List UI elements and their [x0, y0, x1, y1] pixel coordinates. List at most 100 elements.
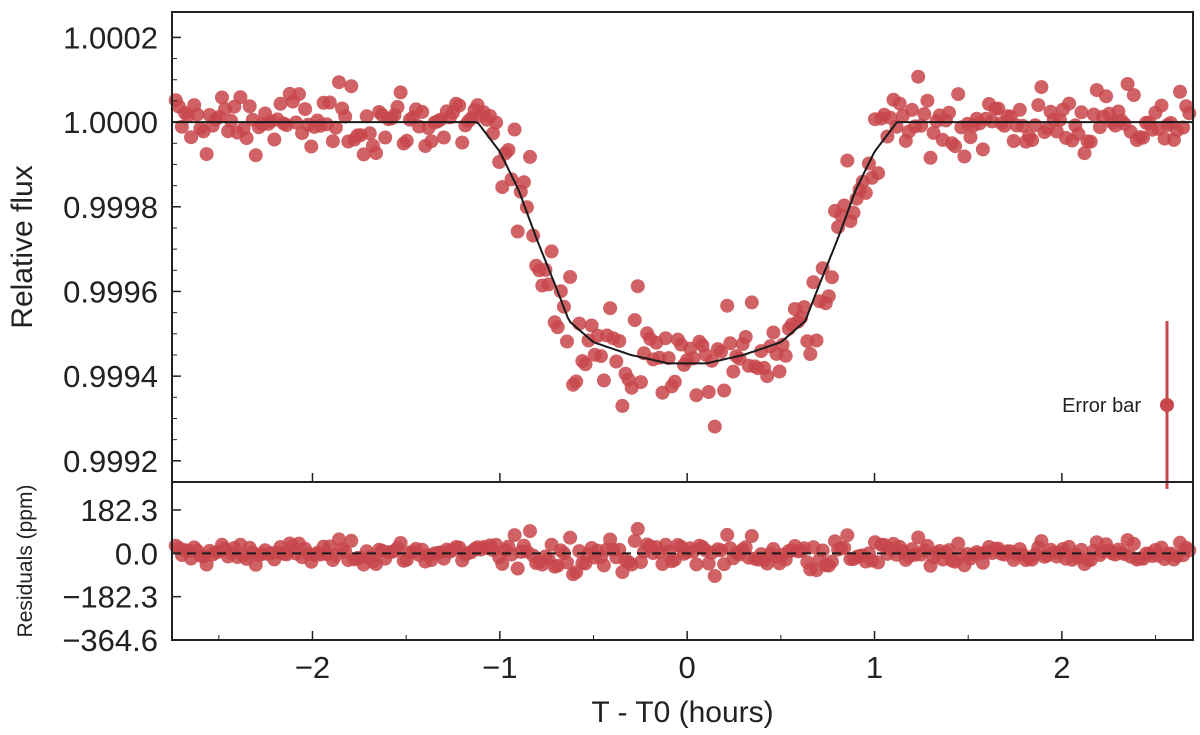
flux-point: [569, 374, 584, 389]
flux-point: [1031, 98, 1046, 113]
flux-point: [951, 87, 966, 102]
flux-point: [701, 385, 716, 399]
residual-point: [707, 569, 722, 583]
flux-point: [689, 388, 704, 403]
flux-point: [436, 130, 451, 145]
flux-point: [707, 419, 722, 434]
flux-point: [871, 166, 886, 181]
flux-tick-label: 0.9994: [63, 359, 158, 394]
flux-point: [399, 133, 414, 148]
residual-point: [1182, 543, 1197, 558]
flux-tick-label: 1.0000: [63, 105, 158, 140]
flux-point: [393, 85, 408, 100]
flux-point: [304, 139, 319, 154]
flux-point: [738, 330, 753, 344]
flux-point: [975, 142, 990, 157]
flux-point: [942, 105, 956, 120]
flux-point: [424, 134, 439, 149]
flux-point: [332, 75, 346, 90]
flux-point: [797, 300, 812, 315]
legend: Error bar: [1062, 321, 1174, 489]
residual-point: [911, 530, 926, 545]
flux-point: [1074, 105, 1089, 120]
residual-point: [495, 556, 510, 571]
residual-point: [837, 540, 852, 555]
flux-point: [1173, 84, 1187, 99]
flux-point: [267, 132, 282, 147]
residual-point: [951, 536, 966, 551]
residual-point: [630, 521, 645, 536]
flux-point: [1062, 96, 1077, 111]
flux-point: [846, 205, 861, 220]
flux-point: [917, 107, 932, 121]
residual-point: [615, 565, 630, 580]
flux-point: [596, 373, 611, 388]
flux-point: [572, 316, 587, 331]
flux-point: [840, 153, 855, 168]
x-tick-label: 0: [679, 650, 696, 685]
flux-point: [892, 96, 907, 111]
residual-tick-label: 0.0: [115, 536, 158, 571]
flux-point: [963, 130, 978, 145]
residual-point: [815, 543, 830, 558]
flux-point: [1083, 134, 1098, 149]
flux-point: [1006, 134, 1021, 148]
flux-point: [544, 244, 559, 259]
x-tick-label: −2: [295, 650, 330, 685]
flux-point: [273, 96, 288, 111]
flux-point: [325, 134, 340, 149]
flux-point: [815, 261, 830, 276]
residual-point: [596, 558, 611, 573]
flux-point: [495, 180, 510, 195]
flux-tick-label: 0.9998: [63, 190, 158, 225]
residual-tick-label: 182.3: [80, 493, 158, 528]
flux-point: [233, 90, 248, 105]
flux-point: [338, 109, 353, 124]
flux-point: [292, 87, 306, 102]
flux-tick-label: 0.9992: [63, 444, 158, 479]
flux-point: [633, 375, 648, 390]
residual-point: [563, 530, 578, 545]
residuals-frame: [171, 481, 1194, 641]
flux-point: [553, 284, 568, 299]
residual-point: [689, 557, 704, 572]
flux-point: [911, 69, 926, 84]
flux-point: [920, 93, 935, 108]
flux-point: [889, 119, 904, 134]
flux-point: [190, 107, 205, 122]
flux-point: [778, 348, 793, 363]
flux-point: [356, 147, 371, 162]
flux-point: [609, 354, 624, 369]
flux-point: [298, 102, 313, 117]
flux-point: [723, 336, 738, 351]
flux-point: [720, 298, 735, 313]
flux-point: [766, 325, 781, 340]
flux-point: [199, 147, 214, 162]
legend-marker: [1160, 398, 1174, 412]
flux-point: [452, 98, 467, 113]
time-axis-label: T - T0 (hours): [591, 696, 773, 729]
residuals-axis-label: Residuals (ppm): [14, 485, 37, 638]
flux-point: [510, 224, 525, 239]
flux-tick-label: 1.0002: [63, 20, 158, 55]
residual-point: [393, 536, 408, 550]
flux-point: [184, 130, 199, 145]
residual-point: [507, 528, 522, 543]
flux-point: [455, 135, 470, 150]
residual-point: [344, 533, 359, 548]
flux-axis-label: Relative flux: [6, 165, 39, 328]
flux-point: [991, 101, 1006, 116]
residual-point: [744, 529, 759, 543]
flux-point: [858, 185, 873, 200]
flux-point: [760, 369, 775, 384]
flux-point: [615, 398, 630, 413]
flux-point: [359, 109, 374, 124]
flux-point: [1182, 106, 1197, 121]
flux-point: [224, 113, 239, 128]
flux-point: [726, 364, 741, 379]
flux-point: [948, 139, 963, 154]
flux-point: [658, 331, 673, 346]
flux-point: [957, 149, 972, 164]
flux-point: [516, 175, 531, 190]
